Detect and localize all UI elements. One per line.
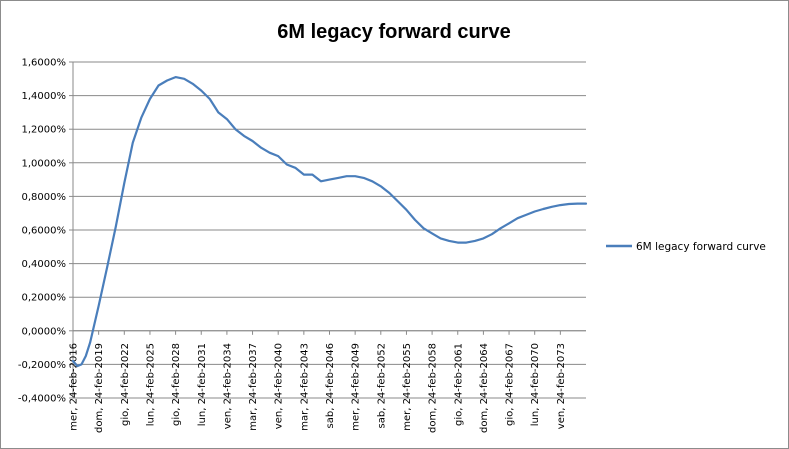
x-tick-label: dom, 24-feb-2064 [479,343,490,433]
x-tick-label: gio, 24-feb-2028 [171,343,182,426]
y-tick-label: 0,8000% [22,192,67,203]
axes [69,61,586,399]
y-tick-label: -0,4000% [18,394,66,405]
x-tick-label: ven, 24-feb-2040 [274,343,285,429]
x-tick-label: lun, 24-feb-2025 [145,343,156,426]
x-tick-label: gio, 24-feb-2022 [120,343,131,426]
x-tick-label: mer, 24-feb-2055 [402,343,413,431]
x-tick-label: dom, 24-feb-2058 [428,343,439,433]
x-tick-label: gio, 24-feb-2061 [453,343,464,426]
series-line [71,76,588,368]
x-tick-label: mar, 24-feb-2043 [299,343,310,431]
legend-label: 6M legacy forward curve [636,241,766,253]
chart-title: 6M legacy forward curve [277,21,510,43]
y-tick-label: 1,0000% [22,158,67,169]
x-tick-label: dom, 24-feb-2019 [94,343,105,433]
y-tick-label: 1,4000% [22,91,67,102]
x-tick-label: mer, 24-feb-2016 [69,343,80,431]
y-tick-label: -0,2000% [18,360,66,371]
y-tick-label: 0,2000% [22,293,67,304]
x-axis-tick-labels: mer, 24-feb-2016 dom, 24-feb-2019 gio, 24-… [69,343,567,433]
x-tick-label: lun, 24-feb-2031 [197,343,208,426]
x-tick-label: mer, 24-feb-2049 [351,343,362,431]
y-tick-label: 1,6000% [22,58,67,69]
x-tick-label: ven, 24-feb-2034 [222,343,233,429]
y-axis-tick-labels: -0,4000% -0,2000% 0,0000% 0,2000% 0,4000% 0,6… [18,58,66,405]
legend: 6M legacy forward curve [606,241,766,253]
y-tick-label: 0,6000% [22,226,67,237]
x-tick-label: lun, 24-feb-2070 [530,343,541,426]
gridlines [73,61,586,399]
x-tick-label: gio, 24-feb-2067 [505,343,516,426]
x-tick-label: mar, 24-feb-2037 [248,343,259,431]
x-tick-label: sab, 24-feb-2046 [325,343,336,428]
y-tick-label: 0,0000% [22,326,67,337]
x-tick-label: sab, 24-feb-2052 [376,343,387,428]
x-tick-label: ven, 24-feb-2073 [556,343,567,429]
y-tick-label: 1,2000% [22,125,67,136]
series-layer [71,76,588,368]
y-tick-label: 0,4000% [22,259,67,270]
